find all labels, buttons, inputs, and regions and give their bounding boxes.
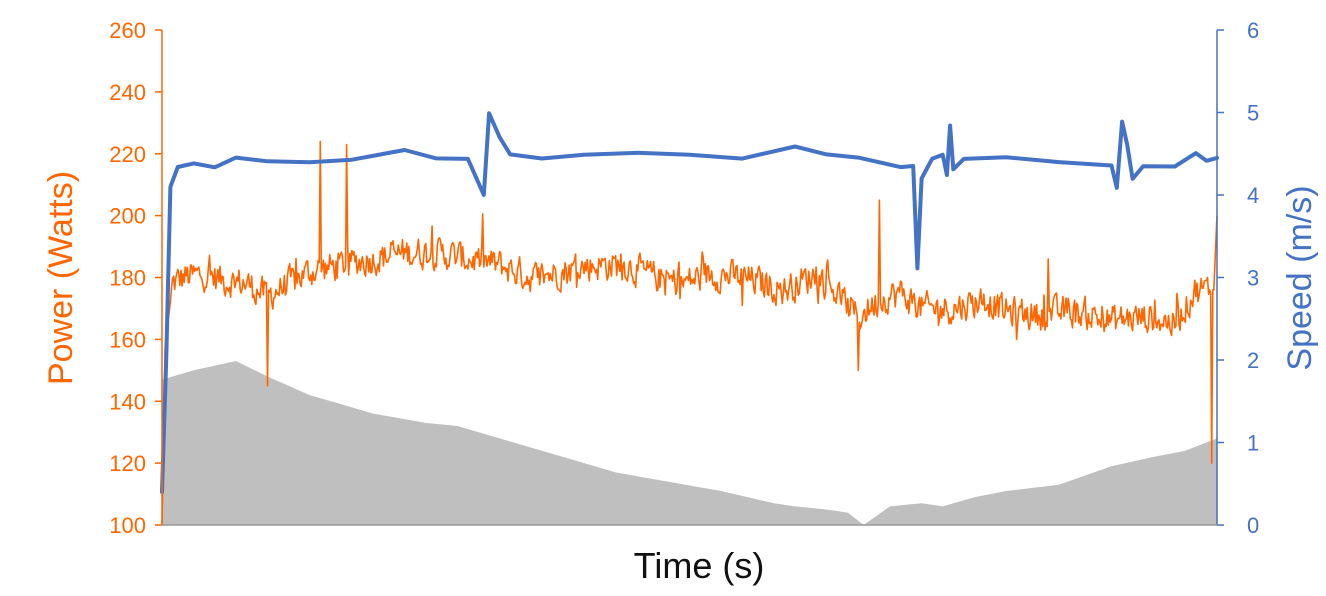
left-tick-label: 260: [109, 18, 146, 43]
left-axis-label: Power (Watts): [42, 171, 80, 385]
left-tick-label: 200: [109, 204, 146, 229]
speed-line: [160, 111, 1219, 494]
left-tick-label: 120: [109, 451, 146, 476]
right-tick-label: 4: [1247, 183, 1259, 208]
power-line-layer: [161, 140, 1218, 526]
right-tick-label: 3: [1247, 266, 1259, 291]
right-tick-labels: 0 1 2 3 4 5 6: [1217, 18, 1259, 538]
right-tick-label: 2: [1247, 348, 1259, 373]
elevation-area: [162, 361, 1217, 525]
right-axis-label: Speed (m/s): [1281, 185, 1319, 370]
left-tick-label: 160: [109, 327, 146, 352]
left-tick-label: 140: [109, 389, 146, 414]
left-tick-label: 180: [109, 266, 146, 291]
right-tick-label: 0: [1247, 513, 1259, 538]
right-tick-label: 6: [1247, 18, 1259, 43]
left-tick-label: 100: [109, 513, 146, 538]
right-tick-label: 5: [1247, 101, 1259, 126]
left-tick-label: 220: [109, 142, 146, 167]
x-axis-label: Time (s): [634, 545, 765, 586]
speed-line-layer: [160, 111, 1219, 494]
right-tick-label: 1: [1247, 431, 1259, 456]
power-line: [161, 140, 1218, 526]
left-tick-labels: 100 120 140 160 180 200 220 240 260: [109, 18, 162, 538]
elevation-area-layer: [162, 361, 1217, 525]
left-tick-label: 240: [109, 80, 146, 105]
